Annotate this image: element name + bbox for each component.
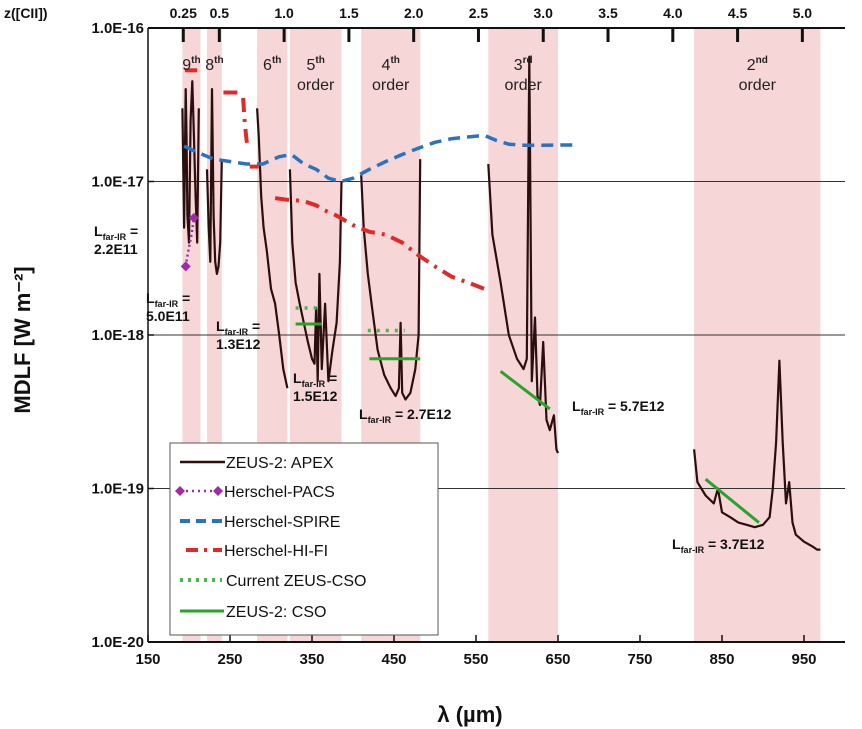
legend-label: ZEUS-2: APEX xyxy=(226,455,334,472)
legend-item-herschel-spire: Herschel-SPIRE xyxy=(180,514,340,531)
annotation-lfir-3: Lfar-IR = 1.3E12 xyxy=(216,318,261,352)
top-tick-label: 0.5 xyxy=(210,5,230,21)
order-label-1: 9th xyxy=(182,55,200,74)
series-herschel-pacs-segment-1 xyxy=(184,217,196,267)
series-herschel-pacs-point-2 xyxy=(188,212,199,223)
order-word-5: order xyxy=(372,77,410,94)
annotation-lfir-4: Lfar-IR = 1.5E12 xyxy=(293,370,338,404)
legend-label: Herschel-PACS xyxy=(224,484,335,501)
order-labels: 9th 8th 6th 5th order 4th order 3rd order 2nd orde… xyxy=(182,55,776,94)
x-tick-label: 950 xyxy=(791,651,816,668)
y-tick-label: 1.0E-16 xyxy=(91,20,144,37)
legend-item-herschel-pacs: Herschel-PACS xyxy=(175,484,335,501)
y-tick-label: 1.0E-17 xyxy=(91,174,144,191)
series-zeus-2-apex-segment-3 xyxy=(256,108,289,389)
top-tick-label: 4.5 xyxy=(728,5,748,21)
y-tick-label: 1.0E-18 xyxy=(91,327,144,344)
x-tick-label: 850 xyxy=(709,651,734,668)
legend-item-herschel-hifi: Herschel-HI-FI xyxy=(186,543,328,560)
annotation-lfir-7: Lfar-IR = 3.7E12 xyxy=(672,536,765,555)
legend-item-zeus2-apex: ZEUS-2: APEX xyxy=(180,455,334,472)
series-herschel-spire-segment-1 xyxy=(183,133,576,184)
series-zeus-2-cso-segment-4 xyxy=(704,478,760,524)
series-herschel-pacs-point-1 xyxy=(180,261,191,272)
series-herschel-hi-fi-segment-5 xyxy=(274,196,485,291)
x-tick-label: 450 xyxy=(381,651,406,668)
series-layer xyxy=(180,55,821,551)
series-zeus-2-cso-segment-3 xyxy=(499,370,551,411)
annotation-lfir-6: Lfar-IR = 5.7E12 xyxy=(572,398,665,417)
annotation-lfir-1: Lfar-IR = 2.2E11 xyxy=(94,223,138,257)
y-tick-label: 1.0E-20 xyxy=(91,634,144,651)
order-label-2: 8th xyxy=(205,55,223,74)
series-zeus-2-apex-segment-2 xyxy=(205,87,223,275)
legend-item-zeus2-cso: ZEUS-2: CSO xyxy=(180,604,326,621)
series-zeus-2-apex-segment-5 xyxy=(360,159,422,401)
top-tick-label: 2.5 xyxy=(469,5,489,21)
top-axis-label: z([CII]) xyxy=(4,5,48,21)
order-label-4: 5th xyxy=(307,55,325,74)
diamond-marker-icon xyxy=(175,486,185,496)
top-tick-label: 5.0 xyxy=(793,5,813,21)
y-tick-label: 1.0E-19 xyxy=(91,481,144,498)
top-tick-label: 1.5 xyxy=(339,5,359,21)
top-tick-label: 2.0 xyxy=(404,5,424,21)
series-zeus-2-apex-segment-4 xyxy=(288,169,343,383)
order-label-6: 3rd xyxy=(514,55,533,74)
axis-ticks: 150 250 350 450 550 650 750 850 950 1.0E-16 1.0E-1… xyxy=(91,5,816,668)
annotation-lfir-5: Lfar-IR = 2.7E12 xyxy=(359,406,452,425)
x-tick-label: 350 xyxy=(299,651,324,668)
order-word-7: order xyxy=(739,77,777,94)
x-tick-label: 550 xyxy=(463,651,488,668)
legend-box xyxy=(169,442,439,636)
order-label-5: 4th xyxy=(382,55,400,74)
legend-label: Herschel-SPIRE xyxy=(224,514,340,531)
legend: ZEUS-2: APEX Herschel-PACS Herschel-SPIR… xyxy=(169,442,439,636)
series-zeus-2-apex-segment-1 xyxy=(181,80,200,244)
top-tick-label: 0.25 xyxy=(170,5,197,21)
order-label-7: 2nd xyxy=(747,55,768,74)
order-word-6: order xyxy=(504,77,542,94)
series-zeus-2-apex-segment-7 xyxy=(693,359,821,551)
order-label-3: 6th xyxy=(263,55,281,74)
top-tick-label: 3.0 xyxy=(534,5,554,21)
diamond-marker-icon xyxy=(213,486,223,496)
top-tick-label: 3.5 xyxy=(598,5,618,21)
x-tick-label: 250 xyxy=(217,651,242,668)
legend-label: ZEUS-2: CSO xyxy=(226,604,326,621)
top-tick-label: 1.0 xyxy=(274,5,294,21)
legend-item-current-zeus-cso: Current ZEUS-CSO xyxy=(180,573,366,590)
luminosity-annotations: Lfar-IR = 2.2E11 Lfar-IR = 5.0E11 Lfar-IR … xyxy=(94,223,765,555)
x-tick-label: 150 xyxy=(135,651,160,668)
x-tick-label: 650 xyxy=(545,651,570,668)
legend-label: Current ZEUS-CSO xyxy=(226,573,366,590)
legend-label: Herschel-HI-FI xyxy=(224,543,328,560)
series-herschel-hi-fi-segment-3 xyxy=(241,97,250,147)
annotation-lfir-2: Lfar-IR = 5.0E11 xyxy=(146,290,190,324)
top-tick-label: 4.0 xyxy=(663,5,683,21)
series-zeus-2-apex-segment-6 xyxy=(487,55,560,454)
order-word-4: order xyxy=(297,77,335,94)
x-axis-title: λ (µm) xyxy=(437,702,502,727)
x-tick-label: 750 xyxy=(627,651,652,668)
y-axis-title: MDLF [W m⁻²] xyxy=(10,266,35,413)
